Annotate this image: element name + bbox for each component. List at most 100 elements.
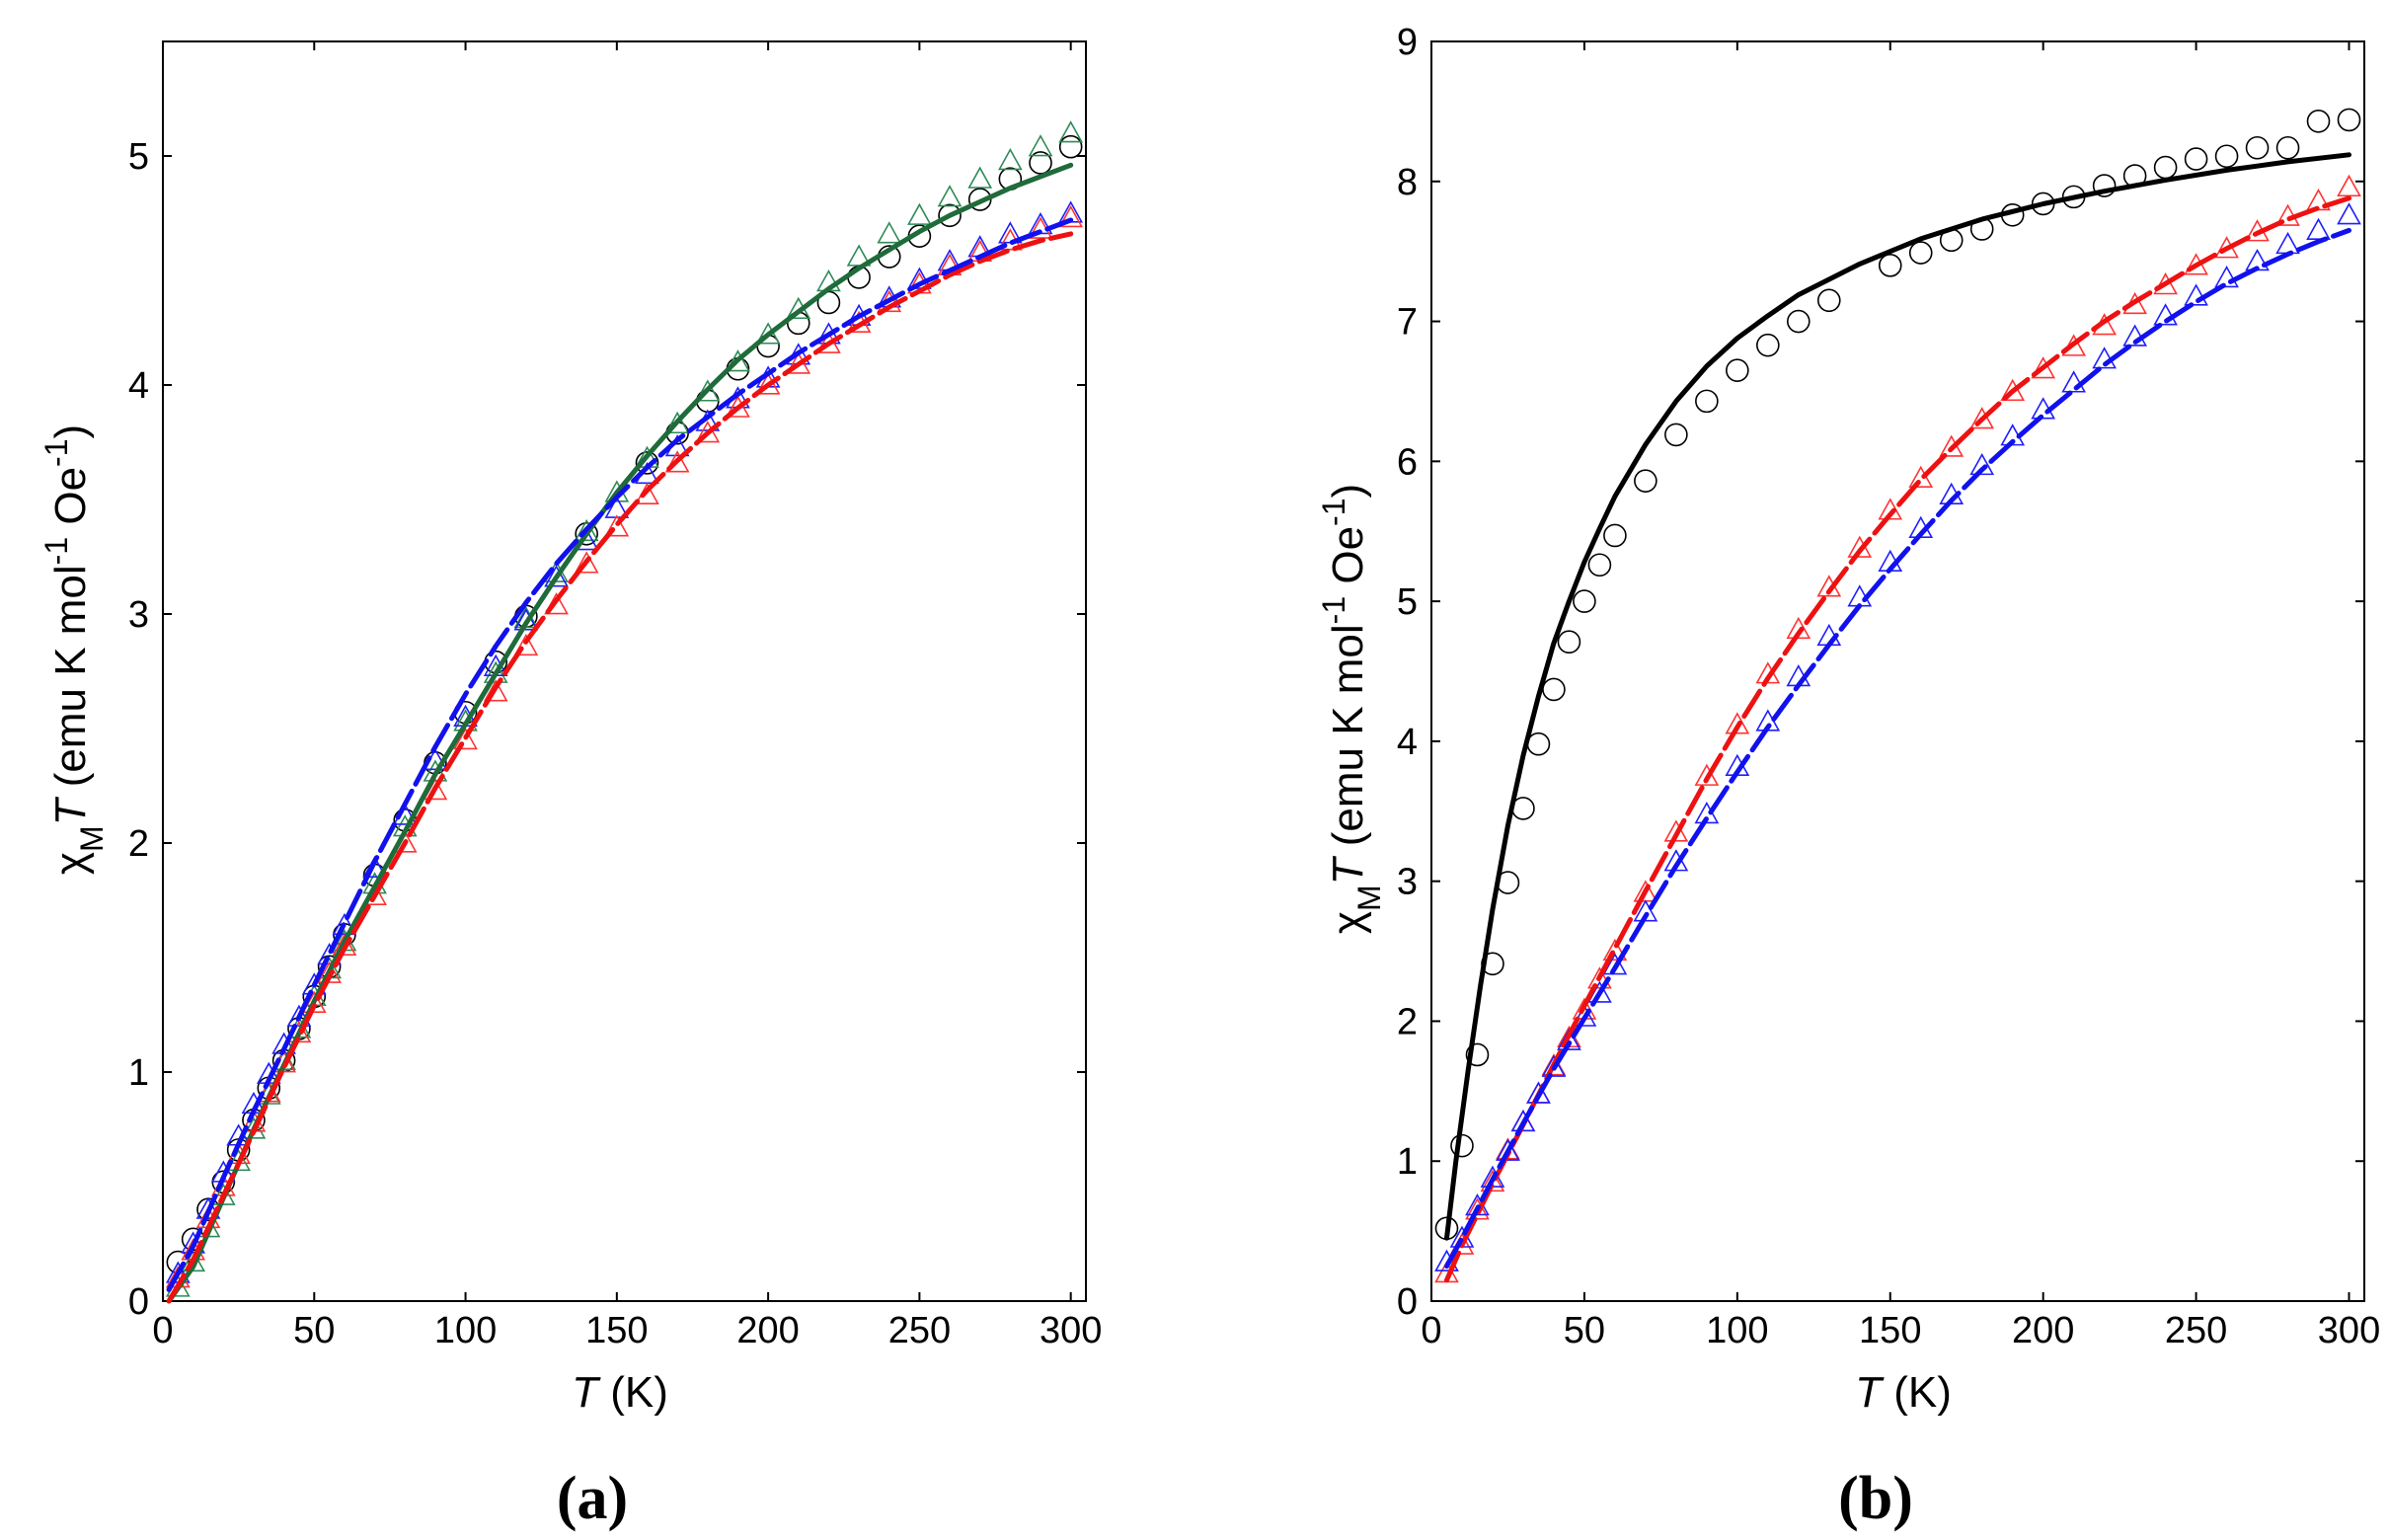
- series-red-triangles-b: [1434, 174, 2361, 1283]
- data-point-circle: [1465, 1042, 1490, 1067]
- data-point-triangle: [1510, 1109, 1536, 1132]
- data-point-circle: [1029, 151, 1052, 175]
- data-point-circle: [2214, 144, 2239, 169]
- data-point-circle: [2306, 110, 2331, 133]
- x-tick-label-b: 0: [1421, 1310, 1441, 1351]
- y-tick-label-b: 0: [1397, 1281, 1418, 1323]
- data-point-circle: [2337, 108, 2361, 132]
- data-point-triangle: [1694, 763, 1720, 786]
- y-tick-label-b: 8: [1397, 162, 1418, 203]
- data-point-triangle: [1572, 1004, 1597, 1027]
- data-point-triangle: [195, 1196, 221, 1219]
- data-point-triangle: [1602, 953, 1628, 975]
- data-point-triangle: [907, 202, 932, 225]
- data-point-triangle: [1602, 938, 1628, 962]
- data-point-triangle: [544, 565, 569, 587]
- y-tick-label-a: 2: [128, 823, 149, 865]
- data-point-circle: [1816, 288, 1841, 313]
- series-green-fit-line-a: [166, 162, 1074, 1304]
- y-axis-title-a: χMT (emu K mol-1 Oe-1): [39, 424, 110, 875]
- data-point-triangle: [967, 166, 993, 189]
- series-blue-fit-line-a: [166, 217, 1074, 1292]
- data-point-circle: [2153, 155, 2178, 180]
- data-point-triangle: [1526, 1081, 1551, 1104]
- data-point-triangle: [513, 608, 539, 631]
- data-point-circle: [2245, 135, 2270, 160]
- plot-area-b: 0 50 100 150 200 250 300 0 1 2 3 4 5 6 7 8 9: [1397, 22, 2380, 1351]
- x-tick-label-b: 300: [2318, 1310, 2380, 1351]
- y-tick-label-a: 5: [128, 136, 149, 178]
- series-black-circles-a: [166, 134, 1083, 1274]
- data-point-circle: [1542, 677, 1566, 702]
- y-tick-label-b: 1: [1397, 1141, 1418, 1183]
- data-point-triangle: [695, 379, 721, 402]
- series-black-fit-line-b: [1444, 152, 2351, 1241]
- data-point-triangle: [2337, 202, 2361, 225]
- data-point-triangle: [2031, 356, 2056, 379]
- panel-label-a: (a): [557, 1465, 628, 1532]
- x-tick-label-b: 250: [2165, 1310, 2227, 1351]
- data-point-circle: [1587, 553, 1612, 578]
- data-point-triangle: [1480, 1169, 1505, 1193]
- data-point-circle: [1526, 732, 1551, 756]
- x-tick-label-b: 150: [1859, 1310, 1921, 1351]
- series-blue-triangles-a: [165, 200, 1084, 1283]
- data-point-triangle: [1058, 204, 1084, 228]
- data-point-triangle: [2184, 283, 2208, 306]
- x-tick-label-a: 150: [585, 1310, 648, 1351]
- data-point-circle: [1878, 254, 1902, 277]
- x-tick-label-a: 50: [293, 1310, 335, 1351]
- data-point-triangle: [937, 185, 963, 207]
- y-tick-label-b: 3: [1397, 862, 1418, 903]
- data-point-triangle: [1969, 407, 1995, 429]
- data-point-triangle: [2275, 231, 2300, 255]
- x-axis-title-b: T (K): [1855, 1368, 1952, 1417]
- series-blue-triangles-b: [1434, 202, 2361, 1271]
- x-tick-label-a: 300: [1040, 1310, 1102, 1351]
- data-point-triangle: [1663, 819, 1689, 842]
- x-tick-label-b: 100: [1706, 1310, 1768, 1351]
- axes-frame-b: [1430, 40, 2365, 1302]
- x-tick-label-b: 200: [2012, 1310, 2074, 1351]
- data-point-circle: [2092, 174, 2117, 197]
- data-point-circle: [1634, 469, 1657, 493]
- data-point-triangle: [1557, 1028, 1581, 1050]
- data-point-circle: [1756, 333, 1780, 357]
- data-point-circle: [1664, 423, 1688, 447]
- data-point-triangle: [726, 349, 750, 372]
- y-tick-label-b: 2: [1397, 1001, 1418, 1042]
- y-tick-label-a: 1: [128, 1052, 149, 1094]
- x-axis-title-a: T (K): [572, 1368, 668, 1417]
- data-point-triangle: [2000, 378, 2026, 402]
- data-point-triangle: [1058, 120, 1084, 143]
- series-green-triangles-a: [165, 120, 1084, 1297]
- data-point-circle: [1726, 358, 1749, 382]
- data-point-circle: [635, 451, 659, 475]
- y-tick-label-a: 4: [128, 365, 149, 407]
- y-tick-label-a: 3: [128, 594, 149, 636]
- panel-b: 0 50 100 150 200 250 300 0 1 2 3 4 5 6 7 8 9 T (K) χMT (…: [1316, 22, 2380, 1532]
- data-point-triangle: [1969, 452, 1995, 476]
- data-point-triangle: [2153, 272, 2178, 295]
- y-axis-title-b: χMT (emu K mol-1 Oe-1): [1316, 484, 1387, 934]
- y-tick-label-b: 4: [1397, 722, 1418, 763]
- x-tick-label-a: 200: [736, 1310, 799, 1351]
- x-tick-label-a: 250: [888, 1310, 951, 1351]
- data-point-triangle: [664, 450, 690, 473]
- series-red-triangles-a: [165, 204, 1084, 1288]
- data-point-triangle: [453, 727, 478, 750]
- data-point-triangle: [877, 221, 902, 244]
- panel-a: 0 50 100 150 200 250 300 0 1 2 3 4 5 T (K) χMT (emu …: [39, 40, 1102, 1532]
- series-black-circles-b: [1434, 108, 2361, 1241]
- data-point-circle: [1557, 630, 1581, 654]
- data-point-circle: [1603, 523, 1627, 548]
- axes-frame-a: [162, 40, 1087, 1302]
- series-red-fit-line-b: [1444, 195, 2351, 1283]
- y-tick-label-b: 5: [1397, 581, 1418, 623]
- data-point-circle: [1573, 589, 1596, 613]
- y-tick-label-b: 7: [1397, 302, 1418, 344]
- data-point-triangle: [483, 679, 508, 702]
- data-point-triangle: [695, 421, 721, 443]
- data-point-triangle: [1028, 134, 1053, 157]
